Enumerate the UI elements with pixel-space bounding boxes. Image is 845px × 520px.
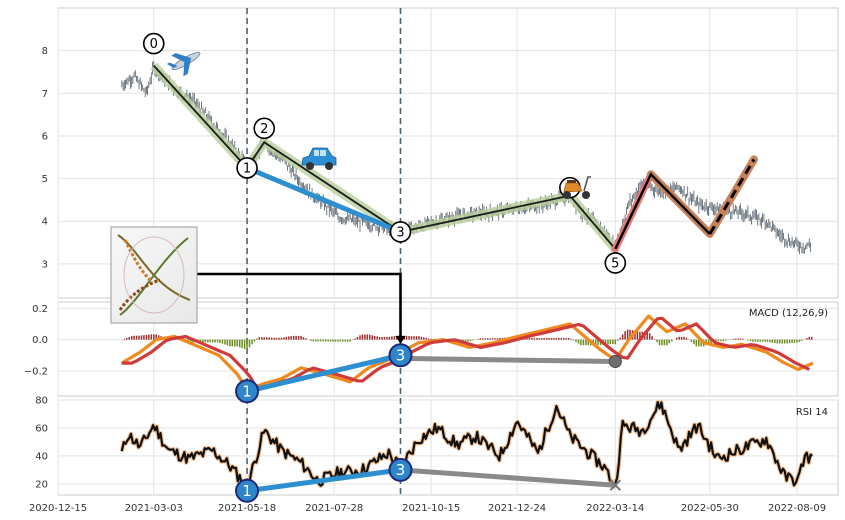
y-tick-label: 4 (42, 217, 48, 228)
wave-point-marker (604, 252, 627, 274)
wave-line (153, 64, 616, 250)
connector-arrow (395, 336, 406, 344)
wave-point-marker (389, 221, 412, 243)
macd-layer (120, 314, 814, 394)
divergence-point-label: 1 (242, 482, 252, 500)
wave-point-marker (253, 117, 276, 140)
macd-divergence-line (246, 352, 402, 394)
x-tick-label: 2021-05-18 (218, 503, 276, 514)
wave-point-label: 3 (396, 225, 404, 240)
scooter-icon (563, 176, 591, 199)
rsi-panel-frame (57, 399, 839, 496)
x-tick-label: 2022-08-09 (768, 503, 826, 514)
y-tick-label: 6 (42, 131, 48, 142)
x-tick-label: 2021-07-28 (305, 503, 363, 514)
x-tick-label: 2022-03-14 (586, 503, 644, 514)
wave-point-marker (236, 157, 258, 179)
inset-thumbnail (110, 226, 198, 324)
divergence-point-marker (388, 457, 413, 482)
wave-point-marker (142, 32, 165, 55)
wave-point-label: 5 (611, 256, 619, 271)
elliott-wave: 012345 (142, 32, 758, 274)
overlay: 1 3 1 3 (197, 272, 413, 503)
rsi-divergence-line (246, 467, 401, 494)
divergence-point-label: 1 (242, 382, 252, 400)
rsi-gray-endpoint (609, 479, 622, 491)
wave-point-label: 2 (260, 122, 268, 137)
projection-line (614, 172, 711, 250)
y-tick-label: 60 (35, 423, 48, 434)
projection-dashed-line (708, 158, 756, 235)
y-tick-label: 0.0 (32, 335, 48, 346)
y-tick-label: 80 (35, 396, 48, 407)
y-tick-label: 8 (42, 46, 48, 57)
price-divergence-line (244, 165, 403, 235)
y-tick-label: 40 (35, 451, 48, 462)
macd-signal-line (121, 316, 810, 391)
macd-gray-line (400, 355, 616, 364)
divergence-point-marker (235, 478, 260, 503)
rsi-line (120, 401, 813, 490)
rsi-panel-label: RSI 14 (796, 407, 828, 418)
x-tick-label: 2022-05-30 (681, 503, 739, 514)
x-tick-label: 2020-12-15 (29, 503, 87, 514)
rsi-gray-line (400, 467, 616, 488)
x-tick-label: 2021-03-03 (125, 503, 183, 514)
macd-gray-endpoint (608, 355, 622, 369)
car-icon (301, 147, 337, 170)
airplane-icon (166, 52, 201, 77)
connector-line (197, 272, 402, 340)
axis-ticks: 2020-12-15 2021-03-03 2021-05-18 2021-07-28… (24, 46, 828, 514)
macd-panel-label: MACD (12,26,9) (749, 308, 828, 319)
wave-point-label: 0 (150, 37, 158, 52)
y-tick-label: 7 (42, 89, 48, 100)
divergence-point-marker (235, 379, 260, 404)
y-tick-label: 3 (42, 259, 48, 270)
y-tick-label: 20 (35, 479, 48, 490)
divergence-point-label: 3 (396, 346, 406, 364)
x-tick-label: 2021-12-24 (488, 503, 546, 514)
wave-point-label: 1 (243, 161, 251, 176)
divergence-point-label: 3 (396, 461, 406, 479)
macd-line (120, 314, 814, 392)
x-tick-label: 2021-10-15 (402, 503, 460, 514)
y-tick-label: 0.2 (32, 304, 48, 315)
y-tick-label: 5 (42, 174, 48, 185)
y-tick-label: −0.2 (24, 366, 48, 377)
divergence-point-marker (388, 343, 413, 368)
rsi-layer (119, 399, 814, 494)
